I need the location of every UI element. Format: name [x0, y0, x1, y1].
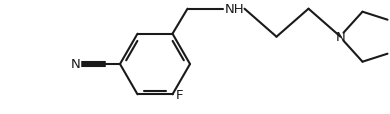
Text: F: F: [176, 88, 183, 101]
Text: NH: NH: [225, 3, 244, 16]
Text: N: N: [336, 31, 346, 44]
Text: N: N: [70, 58, 80, 71]
